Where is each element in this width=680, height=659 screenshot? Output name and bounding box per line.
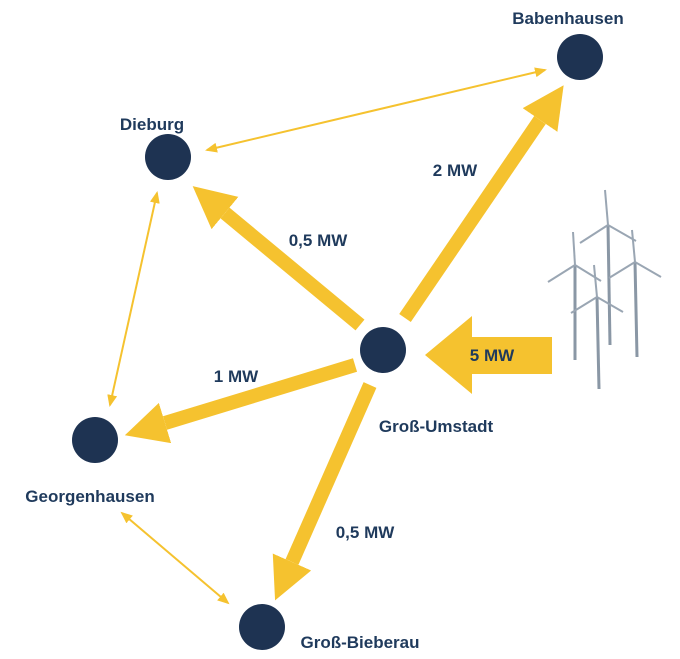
- flow-label: 0,5 MW: [289, 231, 349, 250]
- node: [145, 134, 191, 180]
- link: [207, 70, 545, 150]
- node-label: Groß-Umstadt: [379, 417, 494, 436]
- flow-arrow: [165, 365, 355, 423]
- wind-turbines: [548, 190, 661, 389]
- node: [72, 417, 118, 463]
- node-label: Dieburg: [120, 115, 184, 134]
- flow-label: 2 MW: [433, 161, 478, 180]
- diagram: Babenhausen Dieburg Groß-Umstadt Georgen…: [0, 0, 680, 659]
- node-label: Babenhausen: [512, 9, 623, 28]
- link: [110, 193, 157, 405]
- flow-label: 0,5 MW: [336, 523, 396, 542]
- flow-arrow: [405, 120, 540, 318]
- node-label: Georgenhausen: [25, 487, 154, 506]
- flow-arrow: [225, 213, 360, 325]
- link: [122, 513, 228, 603]
- node: [360, 327, 406, 373]
- node: [557, 34, 603, 80]
- node: [239, 604, 285, 650]
- flow-label: 5 MW: [470, 346, 515, 365]
- flow-label: 1 MW: [214, 367, 259, 386]
- node-label: Groß-Bieberau: [300, 633, 419, 652]
